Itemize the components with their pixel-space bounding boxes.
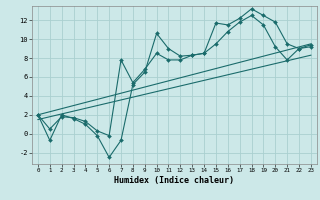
X-axis label: Humidex (Indice chaleur): Humidex (Indice chaleur) [115, 176, 234, 185]
